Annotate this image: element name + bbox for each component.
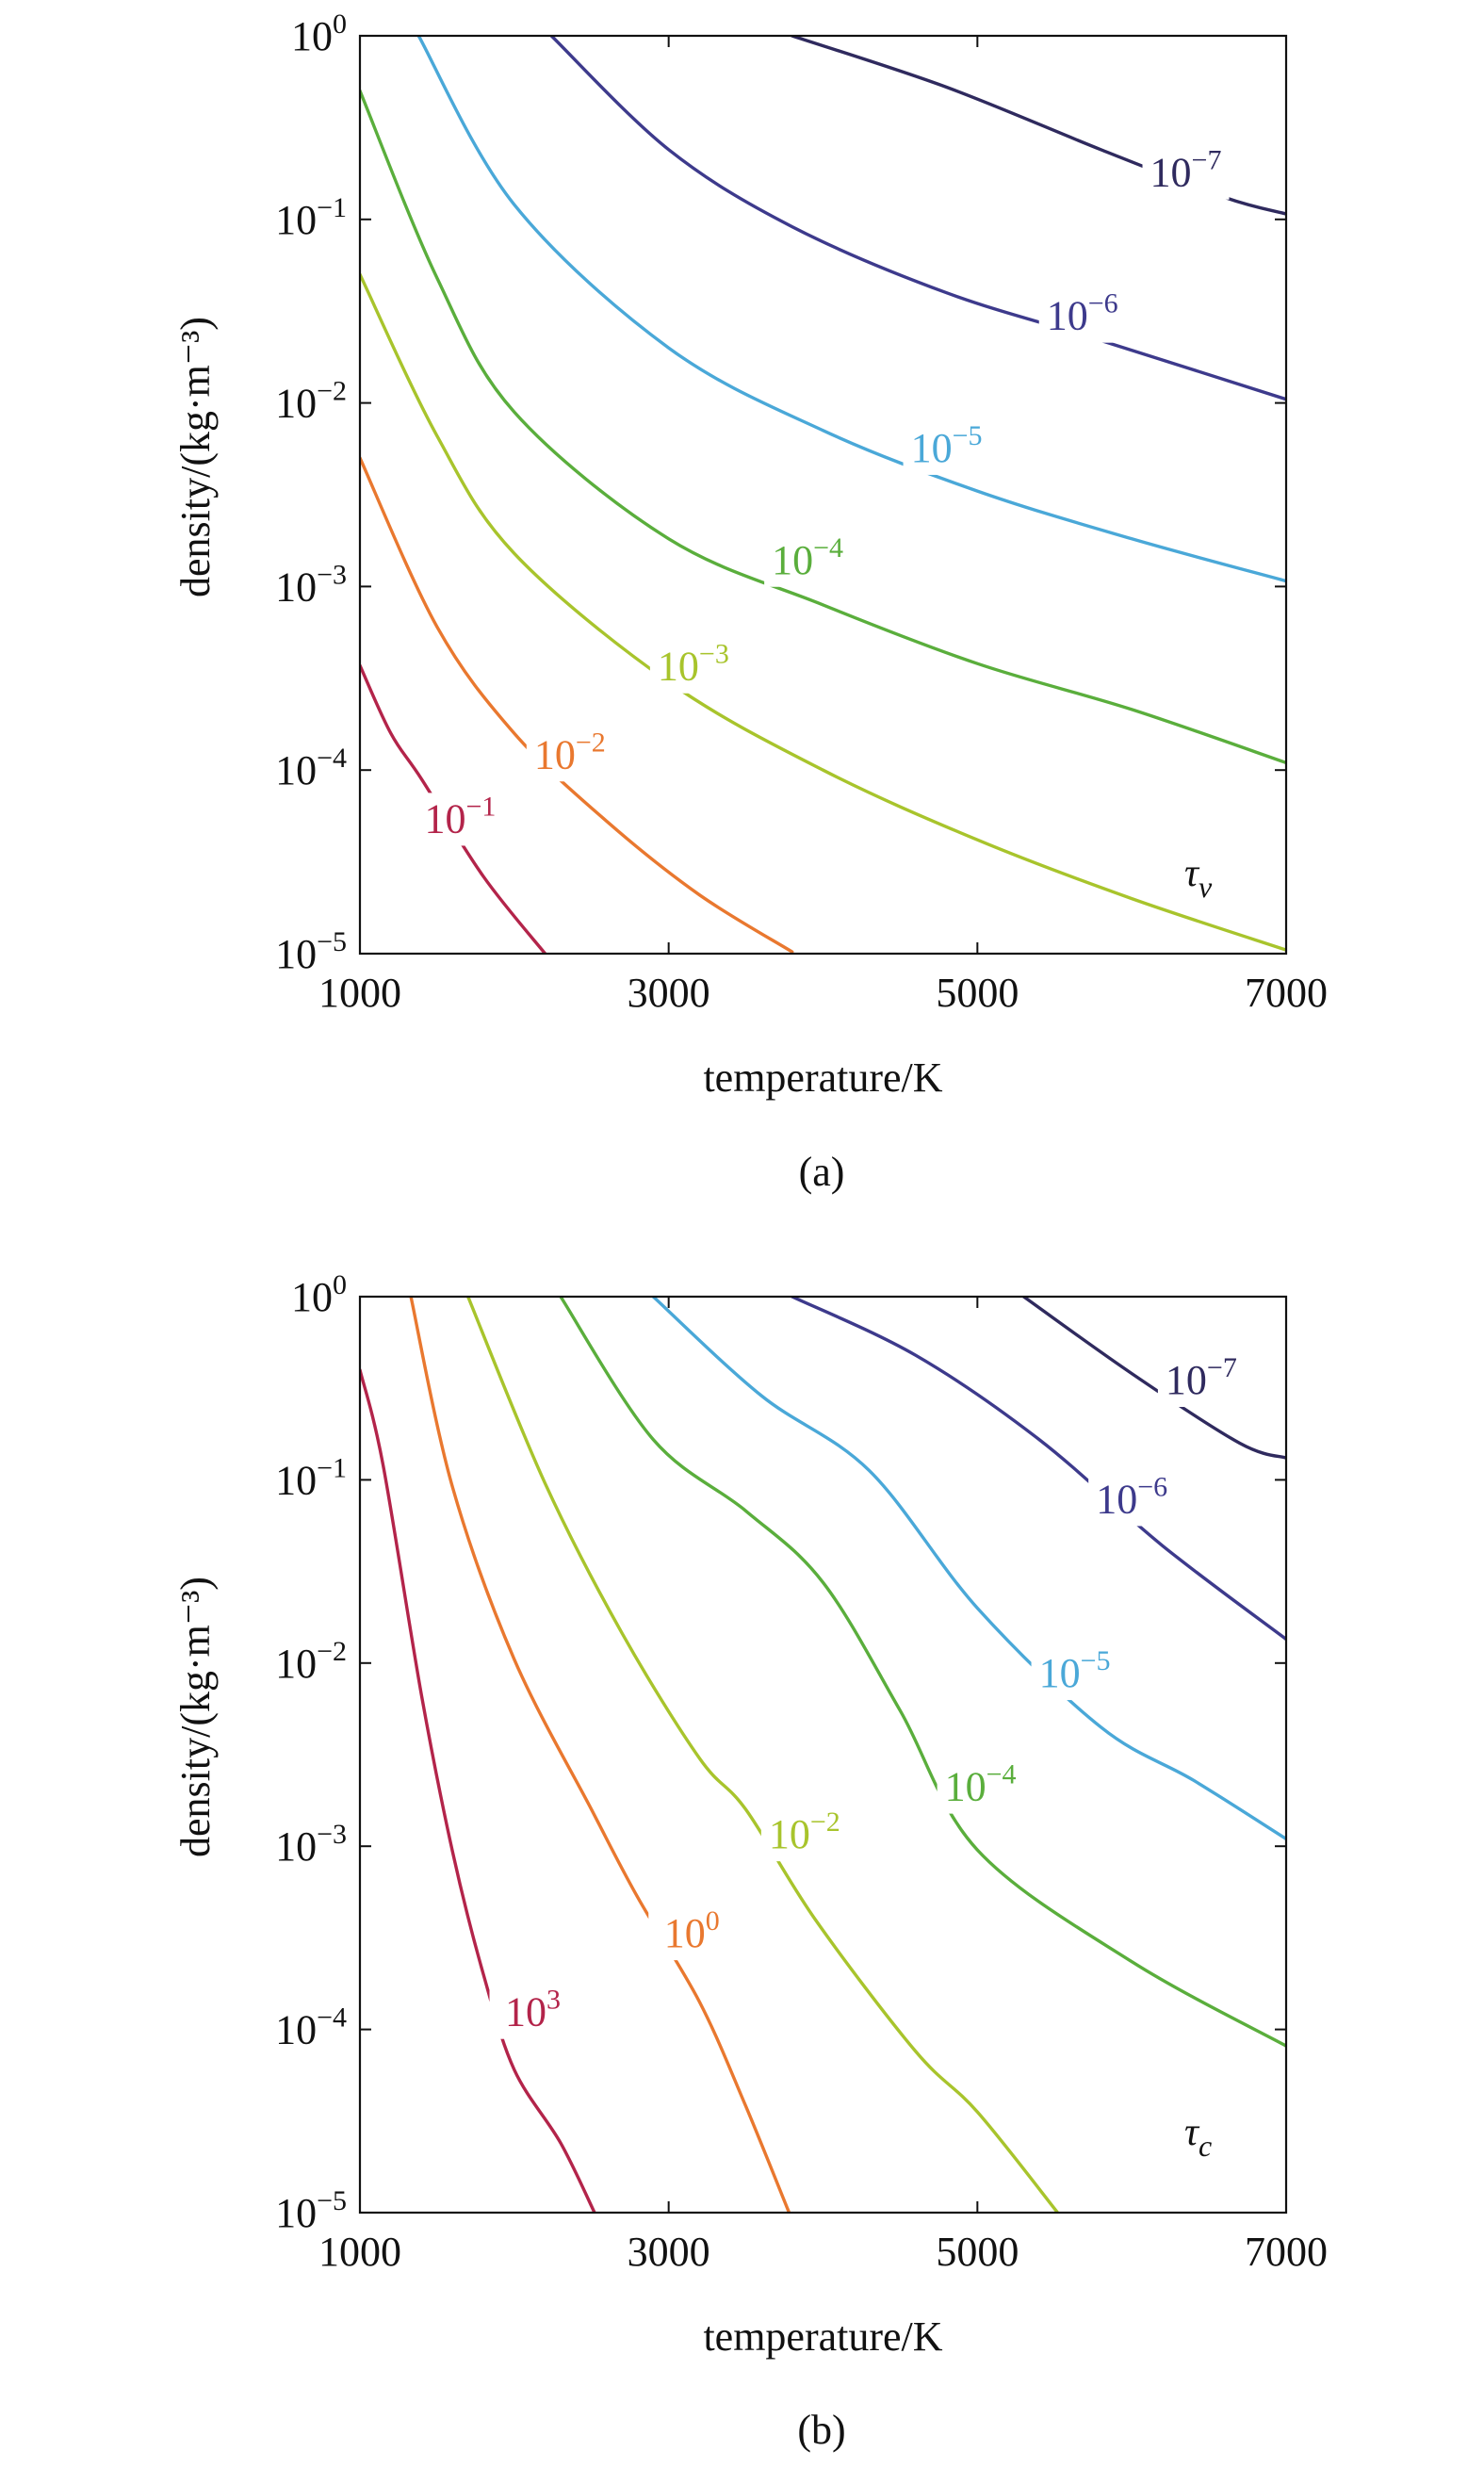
contour-label: 10−5 — [911, 420, 983, 471]
contour-line — [466, 1297, 1060, 2213]
contour-line — [360, 1368, 596, 2213]
panel-b: 10−7 10−6 10−5 10−4 10−2 100 103 1000 3000 5000 70… — [172, 1269, 1328, 2360]
contour-label: 100 — [664, 1905, 720, 1956]
plot-frame — [358, 1295, 1288, 2215]
contour-line — [1021, 1297, 1286, 1460]
y-tick-label: 10−3 — [275, 1819, 347, 1870]
contour-label: 10−6 — [1096, 1471, 1167, 1522]
contour-label-backing — [760, 1808, 848, 1862]
contour-label-backing — [1038, 289, 1126, 343]
x-tick-label: 3000 — [628, 970, 710, 1016]
y-tick-label: 10−4 — [275, 743, 347, 793]
panel-caption-a: (a) — [799, 1149, 845, 1195]
contour-label-backing — [764, 533, 852, 587]
contour-line — [791, 1297, 1286, 1642]
contour-label: 103 — [505, 1985, 561, 2035]
panel-caption-b: (b) — [797, 2407, 845, 2453]
contour-label-backing — [903, 421, 990, 475]
x-tick-label: 3000 — [628, 2229, 710, 2275]
x-tick-label: 1000 — [318, 2229, 401, 2275]
x-tick-label: 7000 — [1245, 970, 1328, 1016]
plot-frame — [358, 34, 1288, 956]
contour-label: 10−1 — [425, 791, 497, 842]
tau-annotation: τc — [1184, 2111, 1212, 2163]
contour-lines — [360, 1297, 1286, 2213]
contour-label-backing — [489, 1986, 577, 2039]
contour-label: 10−7 — [1150, 145, 1222, 196]
contour-label-backing — [1088, 1473, 1176, 1527]
contour-line — [360, 272, 1286, 952]
x-tick-label: 5000 — [936, 2229, 1019, 2275]
contour-label: 10−4 — [945, 1759, 1017, 1810]
x-axis-label: temperature/K — [703, 2313, 942, 2360]
contour-label: 10−7 — [1166, 1352, 1237, 1403]
contour-line — [360, 456, 794, 954]
contour-line — [360, 663, 547, 954]
y-tick-label: 10−5 — [275, 926, 347, 977]
x-tick-label: 7000 — [1245, 2229, 1328, 2275]
contour-line — [651, 1297, 1286, 1841]
x-tick-label: 1000 — [318, 970, 401, 1016]
y-tick-label: 10−1 — [275, 192, 347, 243]
contour-label-backing — [649, 640, 737, 694]
y-tick-label: 10−3 — [275, 559, 347, 610]
y-tick-label: 100 — [291, 1269, 347, 1320]
contour-label-backing — [937, 1760, 1024, 1814]
y-axis-label: density/(kg·m⁻³) — [172, 1577, 219, 1857]
y-tick-label: 10−1 — [275, 1452, 347, 1503]
contour-line — [360, 89, 1286, 765]
contour-label-backing — [416, 793, 504, 846]
contour-line — [416, 36, 1286, 583]
contour-label: 10−2 — [769, 1806, 840, 1857]
contour-label: 10−5 — [1039, 1645, 1111, 1696]
contour-label-backing — [1031, 1647, 1118, 1701]
y-tick-label: 100 — [291, 8, 347, 59]
x-tick-label: 5000 — [936, 970, 1019, 1016]
contour-line — [409, 1297, 791, 2213]
tau-annotation: τv — [1184, 852, 1213, 904]
contour-label-backing — [1142, 146, 1230, 200]
x-axis-label: temperature/K — [703, 1054, 942, 1101]
contour-label: 10−2 — [534, 727, 606, 777]
contour-label: 10−6 — [1047, 288, 1118, 339]
y-tick-label: 10−4 — [275, 2002, 347, 2053]
contour-line — [559, 1297, 1286, 2048]
contour-label: 10−4 — [772, 532, 843, 583]
y-tick-label: 10−2 — [275, 376, 347, 427]
y-tick-label: 10−2 — [275, 1636, 347, 1687]
y-axis-label: density/(kg·m⁻³) — [172, 317, 219, 597]
y-tick-label: 10−5 — [275, 2185, 347, 2236]
contour-label-backing — [648, 1907, 736, 1961]
contour-label: 10−3 — [658, 639, 729, 690]
contour-line — [549, 36, 1286, 401]
contour-line — [791, 36, 1286, 216]
contour-label-backing — [1157, 1354, 1245, 1408]
contour-label-backing — [526, 728, 613, 782]
panel-a: 10−7 10−6 10−5 10−4 10−3 10−2 10−1 1000 3000 5000… — [172, 8, 1328, 1101]
